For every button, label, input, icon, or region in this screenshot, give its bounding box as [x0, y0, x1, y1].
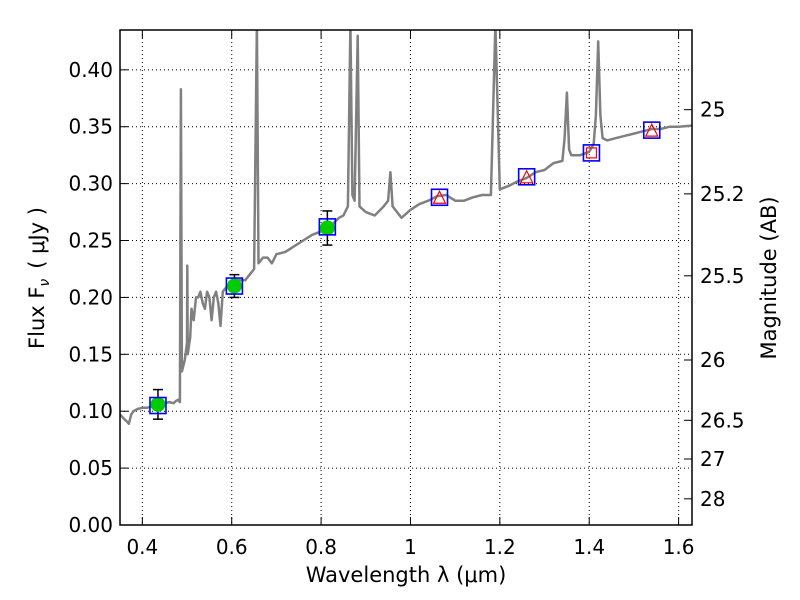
plot-area	[120, 30, 692, 425]
limit-square	[585, 147, 598, 159]
measured-point	[150, 396, 166, 412]
y-tick-label: 0.20	[68, 285, 113, 309]
right-axis-label: Magnitude (AB)	[757, 196, 781, 359]
model-point	[149, 396, 167, 415]
limit-triangle	[432, 189, 447, 204]
y-tick-label: 0.25	[68, 229, 113, 253]
model-point	[582, 144, 601, 162]
right-tick-label: 26	[700, 348, 725, 372]
x-tick-label: 0.6	[216, 535, 248, 559]
right-tick-label: 25.2	[700, 182, 745, 206]
right-tick-label: 28	[700, 487, 725, 511]
right-tick-label: 25.5	[700, 264, 745, 288]
right-tick-labels: 25 25.2 25.5 26 26.5 27 28	[700, 98, 745, 511]
y-tick-label: 0.15	[68, 342, 113, 366]
model-point	[430, 188, 449, 207]
measured-point	[226, 278, 242, 294]
x-tick-labels: 0.4 0.6 0.8 1 1.2 1.4 1.6	[126, 535, 694, 559]
tick-marks	[120, 30, 692, 526]
model-point	[517, 167, 536, 186]
measured-point	[319, 220, 335, 236]
y-tick-label: 0.00	[68, 513, 113, 537]
y-axis-label-main: Flux F	[25, 287, 49, 349]
model-point	[642, 121, 661, 139]
grid	[120, 30, 692, 526]
limit-triangle	[519, 169, 534, 184]
model-point	[318, 218, 337, 236]
y-axis-label-unit: ( μJy )	[25, 207, 49, 269]
x-tick-label: 0.8	[305, 535, 337, 559]
right-tick-label: 26.5	[700, 408, 745, 432]
x-tick-label: 0.4	[126, 535, 158, 559]
right-tick-label: 25	[700, 98, 725, 122]
model-point	[225, 277, 244, 295]
x-axis-label: Wavelength λ (μm)	[306, 563, 507, 587]
spectrum-line	[120, 30, 692, 425]
limit-triangle	[644, 122, 659, 137]
y-tick-label: 0.05	[68, 456, 113, 480]
y-tick-label: 0.30	[68, 172, 113, 196]
y-tick-label: 0.35	[68, 115, 113, 139]
y-axis-label-subscript: ν	[37, 279, 53, 287]
y-tick-labels: 0.00 0.05 0.10 0.15 0.20 0.25 0.30 0.35 0.40	[68, 58, 113, 537]
clipped-series	[120, 30, 692, 425]
y-tick-label: 0.40	[68, 58, 113, 82]
x-tick-label: 1.4	[573, 535, 605, 559]
plot-frame	[119, 29, 693, 526]
x-tick-label: 1	[404, 535, 417, 559]
right-tick-label: 27	[700, 447, 725, 471]
x-tick-label: 1.6	[663, 535, 695, 559]
y-tick-label: 0.10	[68, 399, 113, 423]
x-tick-label: 1.2	[484, 535, 516, 559]
y-axis-label: Flux Fν ( μJy )	[25, 207, 53, 349]
